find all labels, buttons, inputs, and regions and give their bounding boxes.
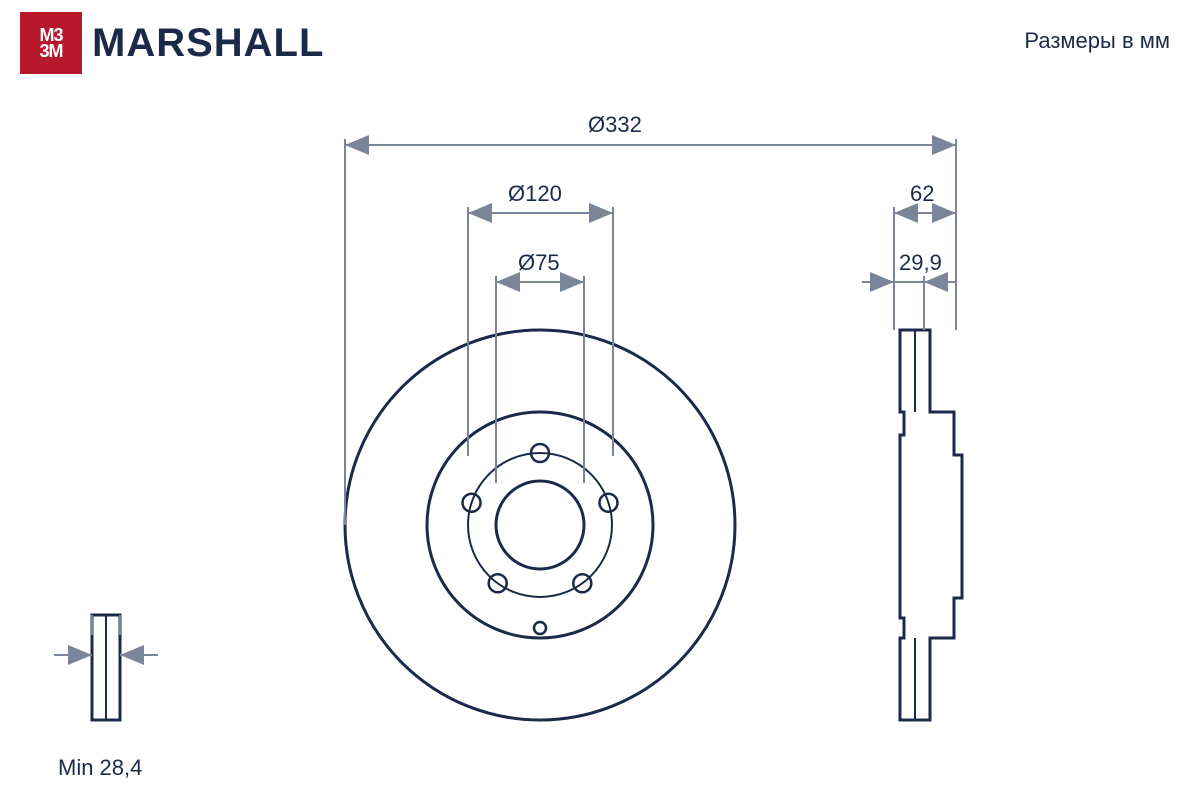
dim-label-d75: Ø75 (518, 250, 560, 276)
side-view (900, 330, 962, 720)
dim-label-d120: Ø120 (508, 181, 562, 207)
min-thickness-view (92, 615, 120, 720)
dim-label-d332: Ø332 (588, 112, 642, 138)
front-view (345, 330, 735, 720)
dim-label-min: Min 28,4 (58, 755, 142, 781)
dim-label-w62: 62 (910, 181, 934, 207)
dim-label-w299: 29,9 (899, 250, 942, 276)
